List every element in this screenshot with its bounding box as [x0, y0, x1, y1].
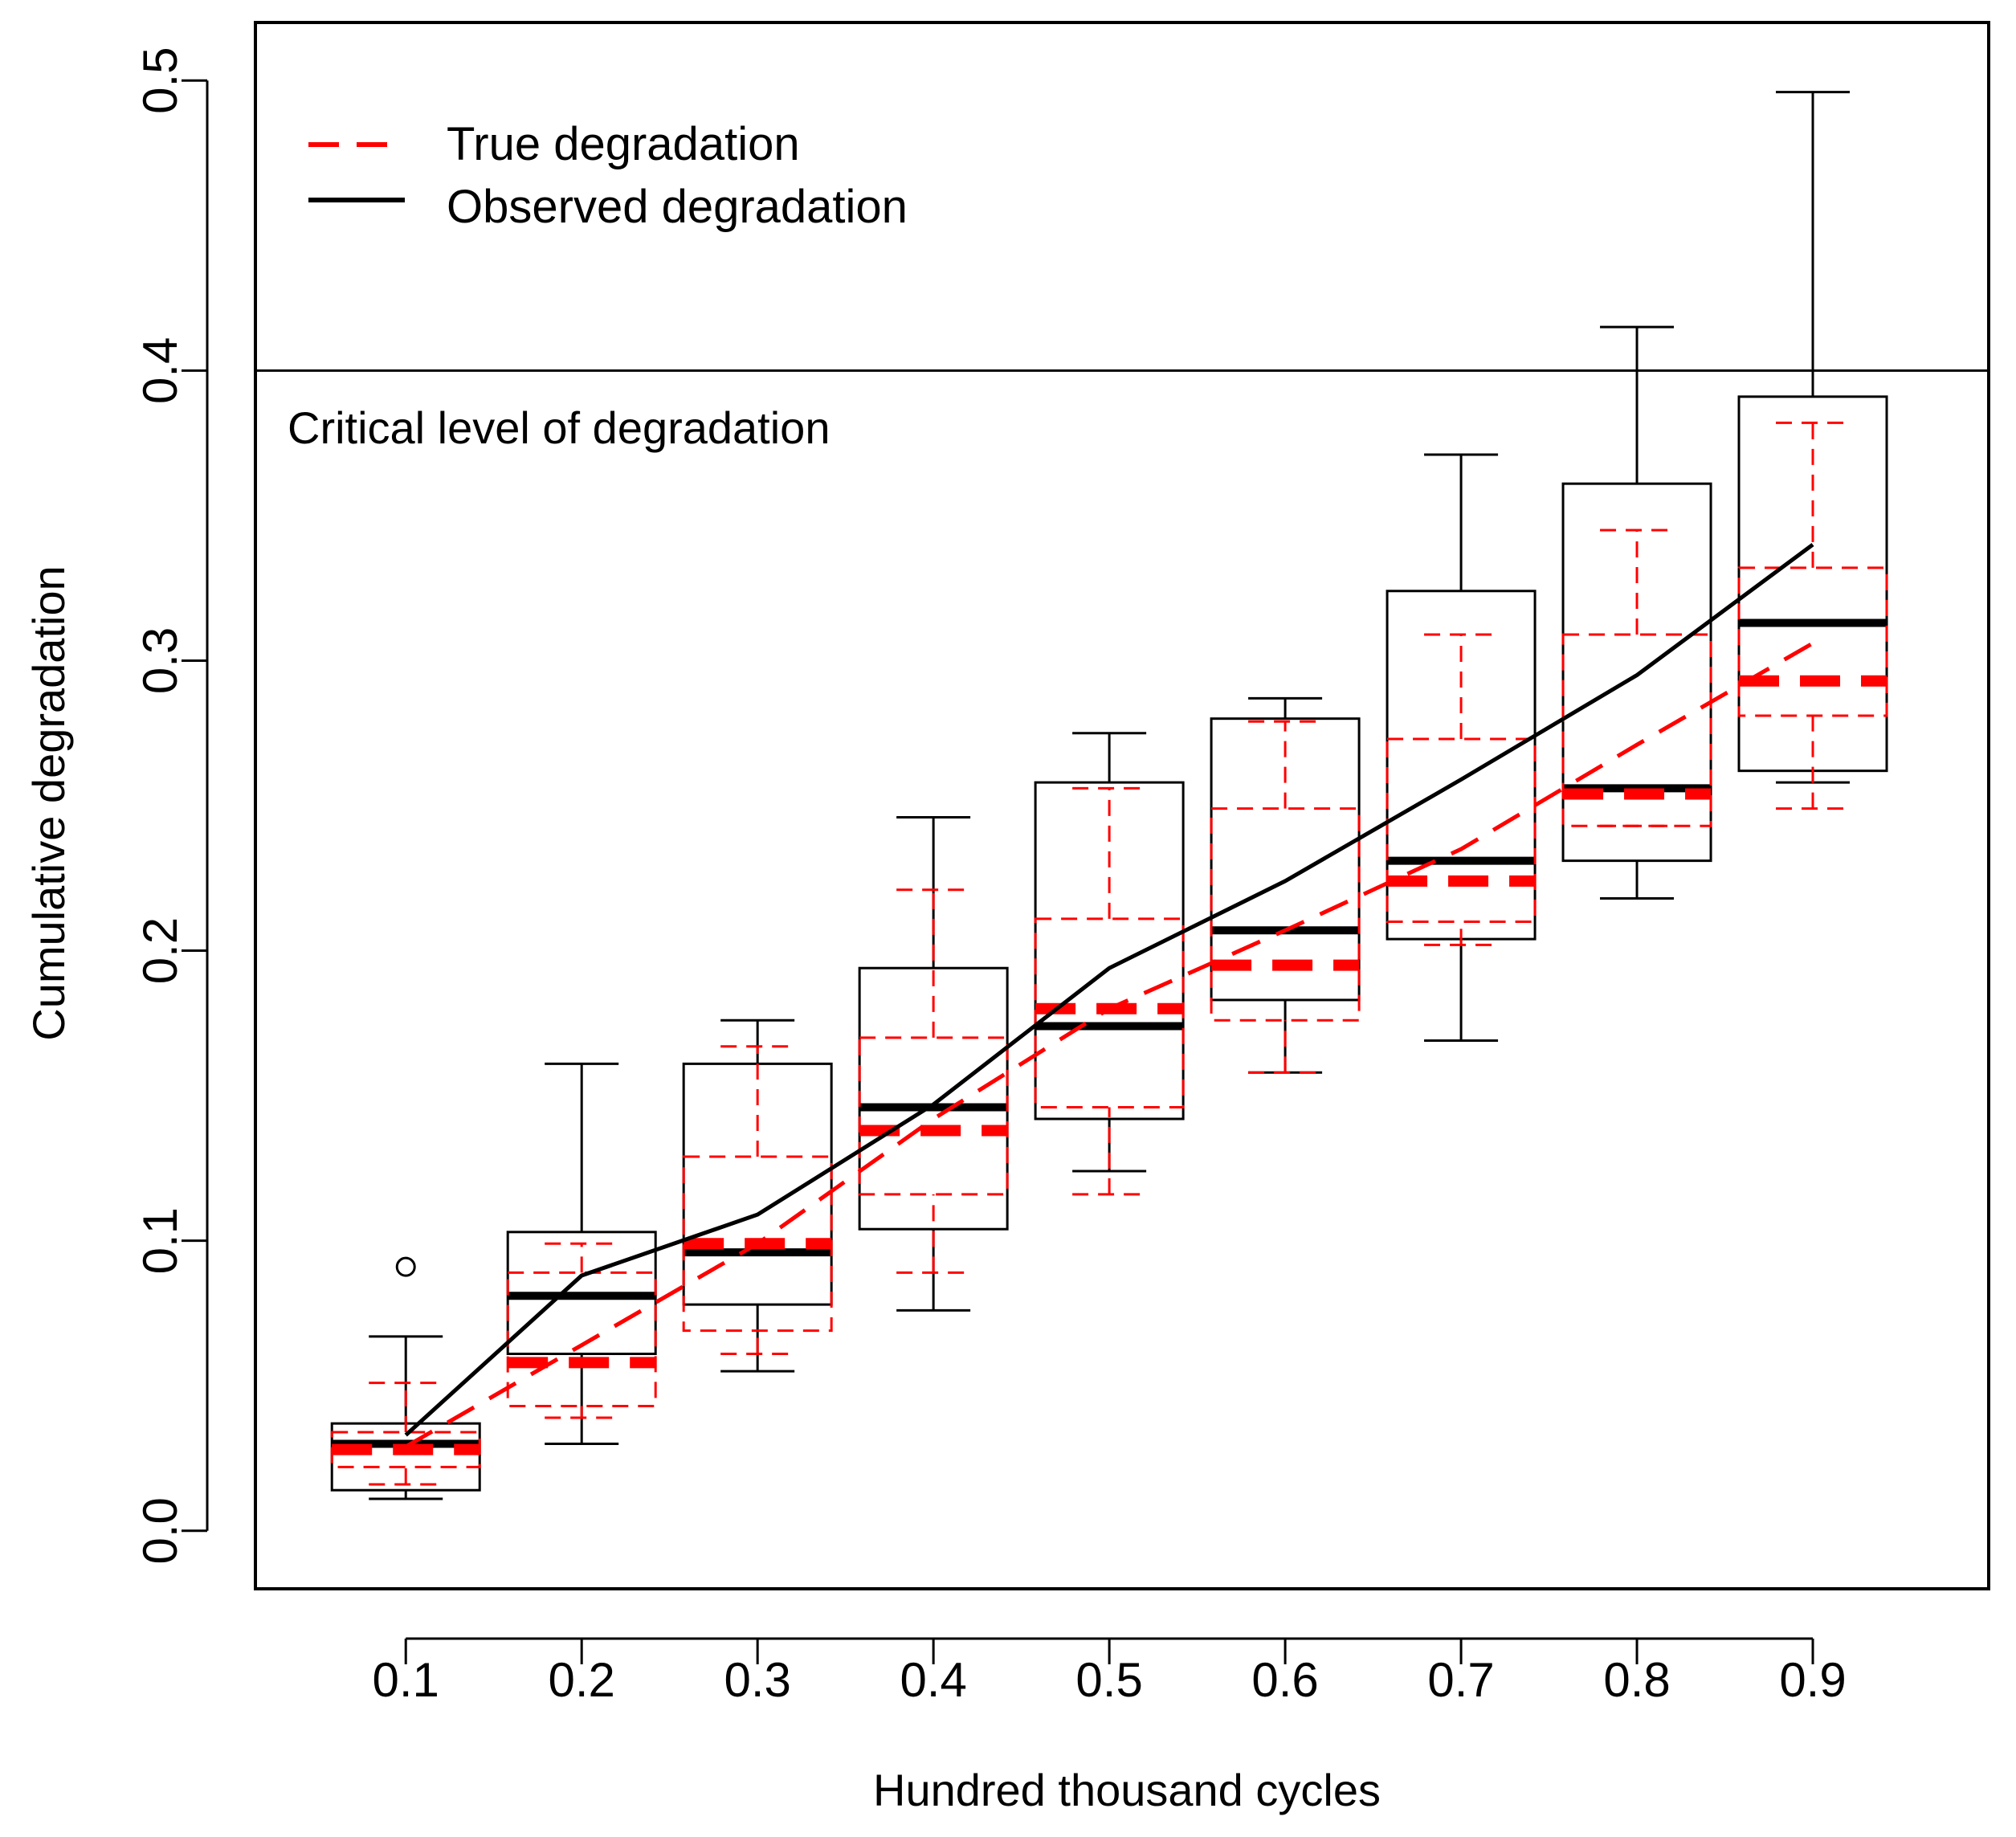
plot-frame-layer: [254, 21, 1990, 1590]
x-tick-label: 0.5: [1075, 1653, 1142, 1707]
x-tick-label: 0.1: [373, 1653, 439, 1707]
y-tick-label: 0.3: [133, 627, 187, 694]
plot-frame: [254, 21, 1990, 1590]
true-box: [1561, 633, 1712, 827]
observed-degradation-line: [404, 542, 1814, 1437]
y-tick-label: 0.1: [133, 1207, 187, 1274]
x-tick-label: 0.9: [1779, 1653, 1846, 1707]
box-plots: [330, 91, 1888, 1500]
observed-outlier-point: [395, 1256, 416, 1277]
legend-label-true-degradation: True degradation: [447, 118, 800, 170]
y-tick-label: 0.2: [133, 917, 187, 984]
legend: True degradation Observed degradation: [308, 118, 908, 233]
x-tick-label: 0.8: [1603, 1653, 1670, 1707]
y-tick-label: 0.0: [133, 1497, 187, 1564]
x-tick-label: 0.7: [1427, 1653, 1494, 1707]
true-box: [506, 1271, 657, 1408]
legend-label-observed-degradation: Observed degradation: [447, 181, 908, 233]
mean-lines: [404, 542, 1814, 1449]
true-degradation-line: [404, 641, 1814, 1449]
x-axis-title: Hundred thousand cycles: [873, 1765, 1381, 1815]
critical-level-label: Critical level of degradation: [288, 402, 830, 453]
observed-box: [1034, 781, 1185, 1121]
x-tick-label: 0.3: [724, 1653, 790, 1707]
x-tick-label: 0.6: [1251, 1653, 1318, 1707]
true-box: [1385, 737, 1536, 923]
axis-ticks: 0.1 0.2 0.3 0.4 0.5 0.6 0.7 0.8 0.9 0.0 0.1 0.2 0.3 0…: [133, 47, 1847, 1707]
y-axis-title: Cumulative degradation: [23, 565, 74, 1040]
x-tick-label: 0.4: [900, 1653, 966, 1707]
x-tick-label: 0.2: [548, 1653, 614, 1707]
y-tick-label: 0.5: [133, 47, 187, 114]
y-tick-label: 0.4: [133, 337, 187, 404]
true-box: [1737, 566, 1888, 717]
